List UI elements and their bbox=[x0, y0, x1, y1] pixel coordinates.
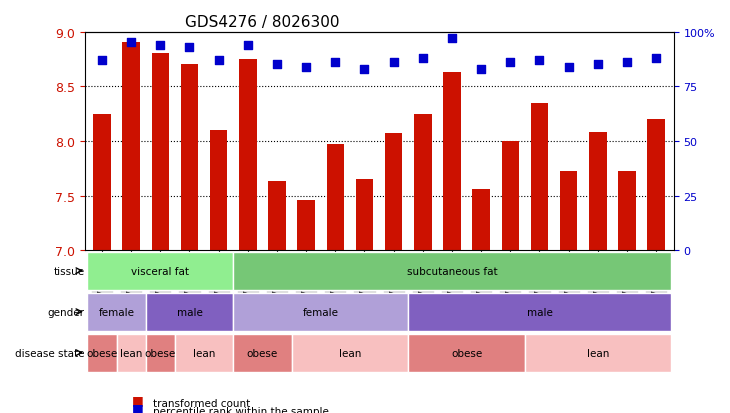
Point bbox=[126, 40, 137, 47]
Text: male: male bbox=[526, 307, 553, 317]
Point bbox=[184, 45, 196, 51]
Text: subcutaneous fat: subcutaneous fat bbox=[407, 266, 497, 276]
Point bbox=[534, 57, 545, 64]
Bar bbox=[589, 133, 607, 251]
Bar bbox=[385, 134, 402, 251]
Point bbox=[96, 57, 108, 64]
Bar bbox=[268, 182, 285, 251]
Point bbox=[388, 60, 399, 66]
Text: obese: obese bbox=[145, 348, 176, 358]
FancyBboxPatch shape bbox=[234, 293, 408, 331]
Text: transformed count: transformed count bbox=[153, 398, 250, 408]
Bar bbox=[414, 114, 431, 251]
FancyBboxPatch shape bbox=[234, 334, 291, 372]
FancyBboxPatch shape bbox=[525, 334, 671, 372]
Point bbox=[475, 66, 487, 73]
Point bbox=[300, 64, 312, 71]
Bar bbox=[443, 73, 461, 251]
FancyBboxPatch shape bbox=[117, 334, 146, 372]
FancyBboxPatch shape bbox=[408, 334, 525, 372]
Bar bbox=[239, 60, 256, 251]
Point bbox=[271, 62, 283, 69]
Point bbox=[417, 55, 429, 62]
Point bbox=[650, 55, 662, 62]
Text: obese: obese bbox=[451, 348, 483, 358]
Bar bbox=[297, 200, 315, 251]
FancyBboxPatch shape bbox=[146, 334, 175, 372]
Text: female: female bbox=[99, 307, 134, 317]
FancyBboxPatch shape bbox=[146, 293, 234, 331]
Bar bbox=[326, 145, 344, 251]
Bar bbox=[618, 172, 636, 251]
Bar bbox=[123, 43, 140, 251]
FancyBboxPatch shape bbox=[88, 334, 117, 372]
Text: lean: lean bbox=[587, 348, 609, 358]
Point bbox=[358, 66, 370, 73]
FancyBboxPatch shape bbox=[88, 293, 146, 331]
Bar bbox=[210, 131, 228, 251]
Text: lean: lean bbox=[193, 348, 215, 358]
Text: lean: lean bbox=[120, 348, 142, 358]
Text: ■: ■ bbox=[131, 401, 143, 413]
Bar bbox=[560, 172, 577, 251]
Point bbox=[155, 42, 166, 49]
Text: GDS4276 / 8026300: GDS4276 / 8026300 bbox=[185, 15, 339, 30]
Text: lean: lean bbox=[339, 348, 361, 358]
Bar bbox=[181, 65, 199, 251]
Point bbox=[329, 60, 341, 66]
FancyBboxPatch shape bbox=[175, 334, 234, 372]
FancyBboxPatch shape bbox=[291, 334, 408, 372]
Bar bbox=[93, 114, 111, 251]
Text: visceral fat: visceral fat bbox=[131, 266, 189, 276]
Point bbox=[563, 64, 575, 71]
Text: tissue: tissue bbox=[53, 266, 85, 276]
Text: ■: ■ bbox=[131, 393, 143, 406]
Point bbox=[621, 60, 633, 66]
Text: obese: obese bbox=[247, 348, 278, 358]
Text: percentile rank within the sample: percentile rank within the sample bbox=[153, 406, 329, 413]
Text: female: female bbox=[303, 307, 339, 317]
Point bbox=[446, 36, 458, 42]
FancyBboxPatch shape bbox=[234, 252, 671, 290]
Point bbox=[213, 57, 225, 64]
Text: gender: gender bbox=[47, 307, 85, 317]
Bar bbox=[531, 103, 548, 251]
Text: disease state: disease state bbox=[15, 348, 85, 358]
Text: male: male bbox=[177, 307, 202, 317]
Point bbox=[592, 62, 604, 69]
Bar bbox=[648, 120, 665, 251]
Point bbox=[504, 60, 516, 66]
Point bbox=[242, 42, 253, 49]
FancyBboxPatch shape bbox=[408, 293, 671, 331]
Text: obese: obese bbox=[86, 348, 118, 358]
FancyBboxPatch shape bbox=[88, 252, 234, 290]
Bar bbox=[356, 180, 373, 251]
Bar bbox=[152, 54, 169, 251]
Bar bbox=[472, 190, 490, 251]
Bar bbox=[502, 142, 519, 251]
